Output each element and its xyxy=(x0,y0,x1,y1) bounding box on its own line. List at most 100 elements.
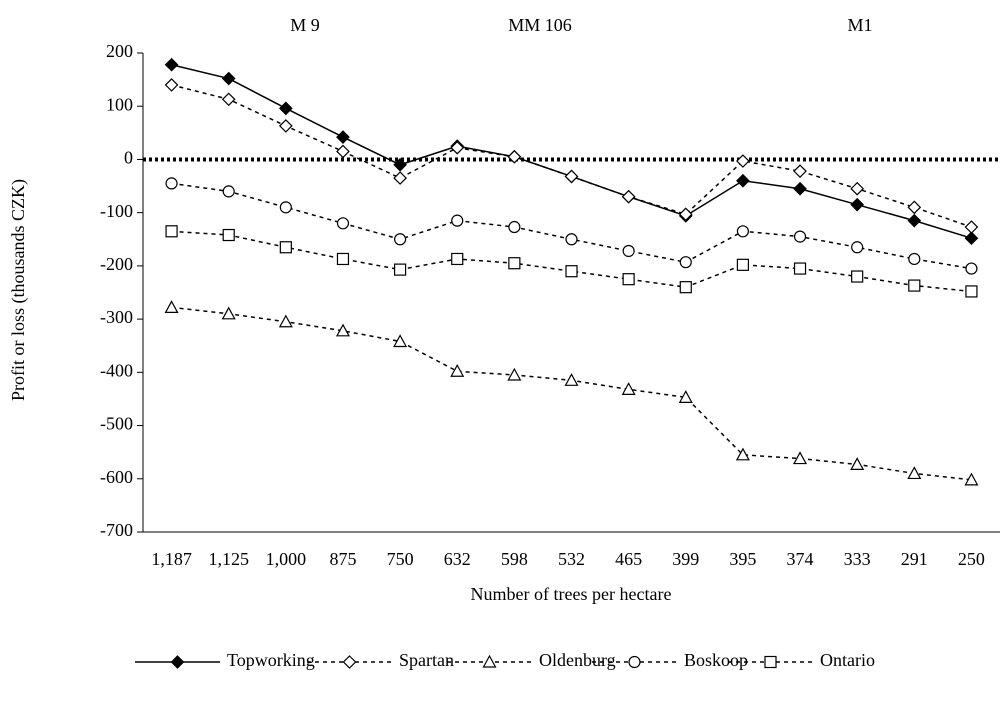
marker xyxy=(850,197,865,212)
x-tick-label: 632 xyxy=(444,549,471,569)
legend-marker xyxy=(764,655,777,669)
legend-label: Oldenburg xyxy=(539,650,616,670)
y-tick-label: -700 xyxy=(100,520,133,540)
marker xyxy=(164,57,179,72)
marker xyxy=(164,78,179,92)
legend-label: Boskoop xyxy=(684,650,748,670)
marker xyxy=(850,181,865,196)
marker xyxy=(793,181,807,196)
marker xyxy=(736,154,750,168)
x-tick-label: 1,000 xyxy=(266,549,307,569)
marker xyxy=(278,119,293,133)
legend-marker xyxy=(342,655,357,669)
marker xyxy=(393,157,407,172)
marker xyxy=(564,373,579,386)
legend-marker xyxy=(482,654,497,668)
marker xyxy=(278,101,293,116)
marker xyxy=(394,233,407,246)
marker xyxy=(164,300,179,314)
series-line xyxy=(171,63,972,239)
marker xyxy=(965,262,978,275)
y-tick-label: -300 xyxy=(100,307,133,327)
marker xyxy=(793,230,807,243)
marker xyxy=(679,281,692,294)
marker xyxy=(451,214,464,227)
marker xyxy=(165,177,178,190)
x-tick-label: 1,125 xyxy=(208,549,249,569)
marker xyxy=(450,364,465,377)
marker xyxy=(394,263,407,276)
marker xyxy=(793,262,807,275)
marker xyxy=(850,457,865,471)
y-tick-label: -200 xyxy=(100,254,133,274)
legend-marker xyxy=(628,655,641,669)
marker xyxy=(508,257,521,270)
y-tick-label: 0 xyxy=(124,148,133,168)
marker xyxy=(907,466,922,480)
x-tick-label: 1,187 xyxy=(151,549,192,569)
marker xyxy=(908,252,921,266)
marker xyxy=(851,270,864,283)
y-tick-label: -500 xyxy=(100,414,133,434)
y-tick-label: -100 xyxy=(100,201,133,221)
legend-label: Ontario xyxy=(820,650,875,670)
marker xyxy=(565,233,578,246)
marker xyxy=(564,169,579,184)
marker xyxy=(335,323,350,337)
marker xyxy=(965,285,978,298)
x-axis-title: Number of trees per hectare xyxy=(471,584,672,604)
marker xyxy=(793,164,807,179)
marker xyxy=(735,447,750,461)
marker xyxy=(165,225,178,238)
x-tick-label: 532 xyxy=(558,549,585,569)
x-tick-label: 374 xyxy=(787,549,814,569)
marker xyxy=(279,201,292,214)
marker xyxy=(964,220,979,234)
annotation: MM 106 xyxy=(508,15,572,35)
marker xyxy=(851,241,864,254)
y-tick-label: 200 xyxy=(106,41,133,61)
marker xyxy=(736,225,750,238)
y-tick-label: -400 xyxy=(100,360,133,380)
series-line xyxy=(171,182,972,270)
marker xyxy=(222,185,235,198)
legend-marker xyxy=(170,655,185,669)
legend-label: Topworking xyxy=(227,650,315,670)
marker xyxy=(622,244,635,258)
marker xyxy=(907,213,922,228)
marker xyxy=(678,207,693,222)
marker xyxy=(736,173,750,188)
x-tick-label: 250 xyxy=(958,549,985,569)
y-axis-title: Profit or loss (thousands CZK) xyxy=(8,179,29,401)
marker xyxy=(336,130,350,144)
marker xyxy=(508,220,521,234)
marker xyxy=(565,265,578,278)
x-tick-label: 750 xyxy=(387,549,414,569)
marker xyxy=(907,200,922,215)
marker xyxy=(336,252,350,266)
annotation: M1 xyxy=(847,15,872,35)
marker xyxy=(450,140,465,155)
marker xyxy=(221,92,236,107)
marker xyxy=(336,217,350,230)
marker xyxy=(222,228,235,242)
marker xyxy=(336,144,350,159)
marker xyxy=(507,149,522,164)
marker xyxy=(678,390,693,403)
marker xyxy=(964,231,979,246)
marker xyxy=(736,258,750,271)
y-tick-label: -600 xyxy=(100,467,133,487)
marker xyxy=(793,451,808,465)
marker xyxy=(507,367,522,381)
marker xyxy=(451,252,464,266)
legend-label: Spartan xyxy=(399,650,454,670)
y-tick-label: 100 xyxy=(106,94,133,114)
x-tick-label: 875 xyxy=(329,549,356,569)
marker xyxy=(621,382,636,395)
marker xyxy=(393,171,407,185)
marker xyxy=(621,189,636,204)
marker xyxy=(964,472,979,486)
series-line xyxy=(171,306,972,481)
marker xyxy=(279,241,292,254)
